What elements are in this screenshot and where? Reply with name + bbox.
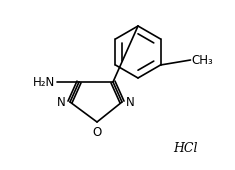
- Text: CH₃: CH₃: [192, 54, 213, 66]
- Text: O: O: [92, 126, 102, 139]
- Text: HCl: HCl: [173, 141, 197, 155]
- Text: H₂N: H₂N: [33, 75, 55, 89]
- Text: N: N: [57, 96, 66, 108]
- Text: N: N: [126, 96, 135, 108]
